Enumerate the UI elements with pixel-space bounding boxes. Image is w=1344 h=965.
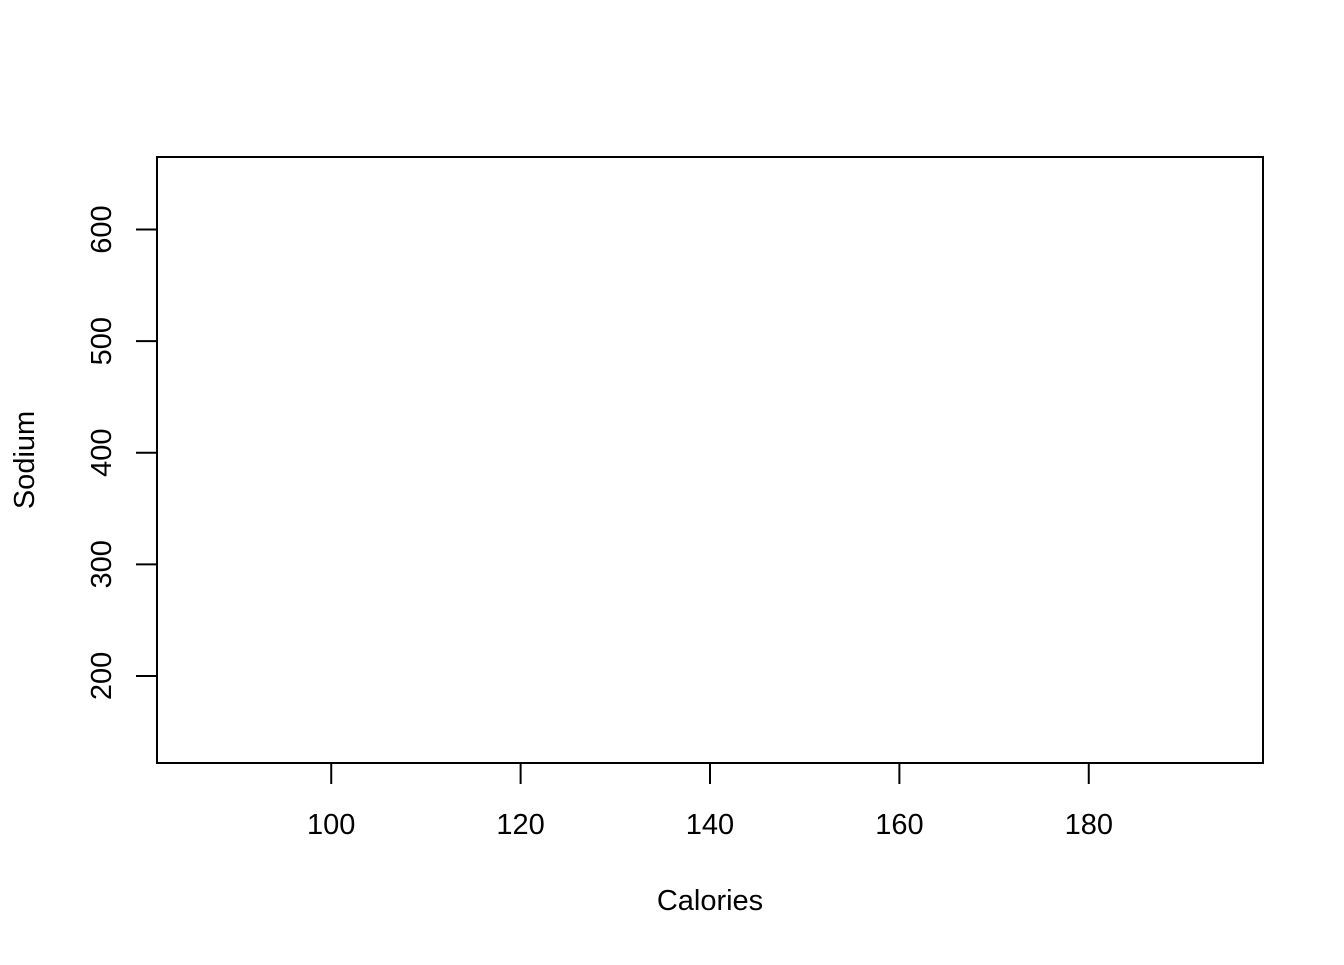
y-axis: 200 300 400 500 600 — [86, 205, 157, 700]
x-axis-title: Calories — [657, 885, 763, 917]
x-tick-label: 140 — [686, 809, 734, 841]
x-axis: 100 120 140 160 180 — [307, 763, 1113, 841]
x-tick-label: 160 — [875, 809, 923, 841]
y-tick-label: 600 — [86, 205, 118, 253]
x-tick-label: 120 — [496, 809, 544, 841]
y-tick-label: 300 — [86, 540, 118, 588]
y-axis-title: Sodium — [9, 411, 41, 509]
plot-frame — [156, 156, 1264, 764]
y-tick-label: 500 — [86, 317, 118, 365]
x-tick-label: 100 — [307, 809, 355, 841]
x-tick-label: 180 — [1065, 809, 1113, 841]
y-tick-label: 400 — [86, 429, 118, 477]
y-tick-label: 200 — [86, 652, 118, 700]
